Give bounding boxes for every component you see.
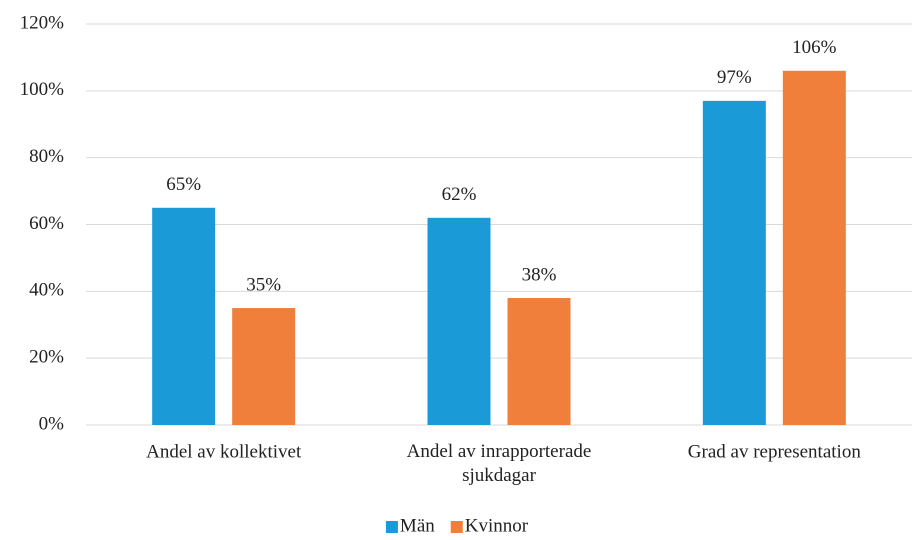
bar bbox=[232, 308, 296, 425]
data-label: 62% bbox=[442, 184, 477, 205]
y-tick-label: 60% bbox=[29, 213, 64, 234]
bar bbox=[427, 217, 491, 425]
data-label: 38% bbox=[522, 264, 557, 285]
y-tick-label: 40% bbox=[29, 280, 64, 301]
data-label: 97% bbox=[717, 67, 752, 88]
bar bbox=[782, 70, 846, 426]
bar bbox=[507, 298, 571, 425]
bar bbox=[152, 207, 216, 425]
y-tick-label: 20% bbox=[29, 347, 64, 368]
y-tick-label: 0% bbox=[39, 413, 65, 434]
y-tick-label: 80% bbox=[29, 146, 64, 167]
data-label: 106% bbox=[792, 37, 837, 58]
data-label: 35% bbox=[246, 274, 281, 295]
x-tick-label: Andel av inrapporterade sjukdagar bbox=[407, 441, 592, 486]
x-tick-label: Andel av kollektivet bbox=[146, 441, 302, 462]
x-tick-label: Grad av representation bbox=[688, 441, 862, 462]
y-tick-label: 120% bbox=[20, 12, 65, 33]
legend-label: Kvinnor bbox=[465, 515, 529, 536]
y-tick-label: 100% bbox=[20, 79, 65, 100]
legend-swatch bbox=[385, 521, 398, 533]
bar bbox=[702, 100, 766, 425]
legend-swatch bbox=[450, 521, 463, 533]
data-label: 65% bbox=[166, 174, 201, 195]
legend-label: Män bbox=[400, 515, 435, 536]
